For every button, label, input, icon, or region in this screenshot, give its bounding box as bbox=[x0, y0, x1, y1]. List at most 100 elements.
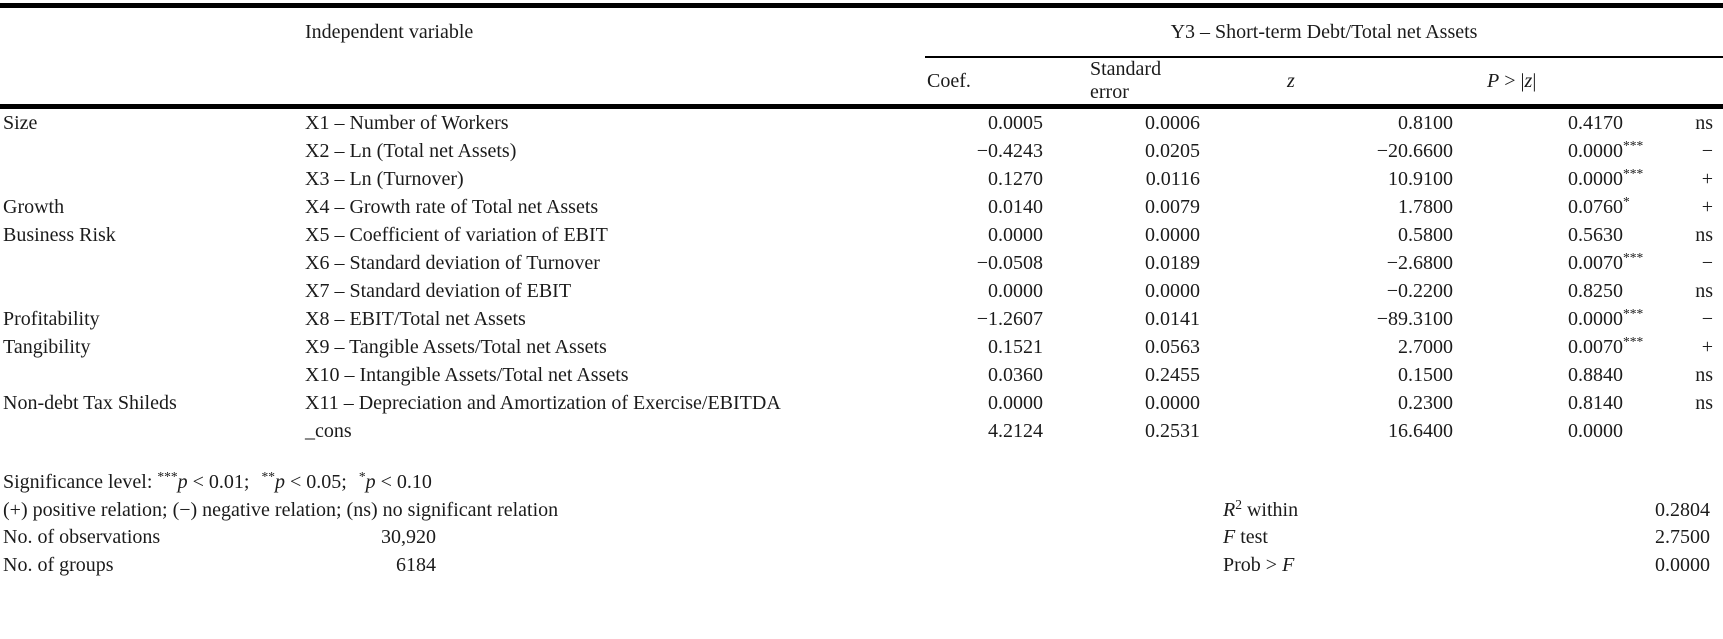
variable-cell: X9 – Tangible Assets/Total net Assets bbox=[305, 336, 607, 358]
variable-cell: _cons bbox=[305, 420, 352, 442]
standard-error-cell: 0.0205 bbox=[1145, 140, 1200, 162]
f-test-value: 2.7500 bbox=[1655, 526, 1710, 548]
z-cell: 0.5800 bbox=[1398, 224, 1453, 246]
relation-sign-cell: ns bbox=[1695, 280, 1714, 302]
table-row: X6 – Standard deviation of Turnover −0.0… bbox=[0, 249, 1723, 277]
prob-f-label: Prob > F bbox=[1223, 553, 1295, 576]
relation-sign-cell: + bbox=[1701, 336, 1714, 358]
coef-cell: 4.2124 bbox=[988, 420, 1043, 442]
variable-cell: X10 – Intangible Assets/Total net Assets bbox=[305, 364, 629, 386]
significance-note: Significance level: ***p < 0.01; **p < 0… bbox=[3, 469, 432, 493]
relation-sign-cell: + bbox=[1701, 168, 1714, 190]
independent-variable-header: Independent variable bbox=[305, 21, 474, 43]
p-value-column-header: P > |z| bbox=[1455, 57, 1625, 109]
z-cell: 1.7800 bbox=[1398, 196, 1453, 218]
category-cell bbox=[0, 137, 305, 165]
table-row: X10 – Intangible Assets/Total net Assets… bbox=[0, 361, 1723, 389]
standard-error-cell: 0.0000 bbox=[1145, 224, 1200, 246]
observations-label: No. of observations bbox=[3, 526, 161, 548]
z-cell: 10.9100 bbox=[1388, 168, 1453, 190]
standard-error-cell: 0.2531 bbox=[1145, 420, 1200, 442]
empty-cell bbox=[0, 57, 305, 109]
standard-error-cell: 0.0563 bbox=[1145, 336, 1200, 358]
spacer bbox=[436, 552, 1223, 580]
coef-cell: 0.0000 bbox=[988, 392, 1043, 414]
variable-cell: X11 – Depreciation and Amortization of E… bbox=[305, 392, 781, 414]
variable-cell: X6 – Standard deviation of Turnover bbox=[305, 252, 600, 274]
table-row: Profitability X8 – EBIT/Total net Assets… bbox=[0, 305, 1723, 333]
groups-value: 6184 bbox=[396, 553, 436, 576]
category-cell: Business Risk bbox=[3, 224, 116, 246]
relation-sign-cell: ns bbox=[1695, 364, 1714, 386]
category-cell bbox=[0, 361, 305, 389]
p-value-cell: 0.0000*** bbox=[1568, 306, 1644, 330]
category-cell bbox=[0, 417, 305, 445]
table-body: Size X1 – Number of Workers 0.0005 0.000… bbox=[0, 107, 1723, 446]
z-cell: −0.2200 bbox=[1386, 280, 1453, 302]
empty-cell bbox=[1625, 57, 1723, 109]
standard-error-cell: 0.0141 bbox=[1145, 308, 1200, 330]
p-value-cell: 0.0070*** bbox=[1568, 250, 1644, 274]
r-squared-label: R2 within bbox=[1223, 496, 1299, 521]
table-row: X7 – Standard deviation of EBIT 0.0000 0… bbox=[0, 277, 1723, 305]
category-cell: Profitability bbox=[3, 308, 100, 330]
variable-cell: X1 – Number of Workers bbox=[305, 112, 509, 134]
regression-results-table: Independent variable Y3 – Short-term Deb… bbox=[0, 3, 1723, 445]
p-value-cell: 0.0070*** bbox=[1568, 334, 1644, 358]
variable-cell: X7 – Standard deviation of EBIT bbox=[305, 280, 572, 302]
category-cell: Size bbox=[3, 112, 38, 134]
groups-label: No. of groups bbox=[3, 553, 114, 576]
coef-cell: 0.1521 bbox=[988, 336, 1043, 358]
coef-cell: 0.0000 bbox=[988, 224, 1043, 246]
z-cell: −2.6800 bbox=[1386, 252, 1453, 274]
table-row: Business Risk X5 – Coefficient of variat… bbox=[0, 221, 1723, 249]
dependent-variable-header: Y3 – Short-term Debt/Total net Assets bbox=[925, 5, 1723, 58]
z-cell: 0.1500 bbox=[1398, 364, 1453, 386]
p-value-cell: 0.0760* bbox=[1568, 194, 1630, 218]
f-test-label: F test bbox=[1223, 526, 1268, 548]
p-value-cell: 0.0000*** bbox=[1568, 166, 1644, 190]
spacer bbox=[436, 524, 1223, 552]
z-cell: −89.3100 bbox=[1376, 308, 1453, 330]
p-value-cell: 0.8840 bbox=[1568, 364, 1623, 386]
variable-cell: X2 – Ln (Total net Assets) bbox=[305, 140, 517, 162]
variable-cell: X3 – Ln (Turnover) bbox=[305, 168, 464, 190]
p-value-cell: 0.0000*** bbox=[1568, 138, 1644, 162]
coef-cell: 0.0000 bbox=[988, 280, 1043, 302]
empty-cell bbox=[305, 57, 925, 109]
standard-error-cell: 0.0189 bbox=[1145, 252, 1200, 274]
prob-f-value: 0.0000 bbox=[1655, 553, 1710, 576]
p-value-cell: 0.8140 bbox=[1568, 392, 1623, 414]
table-row: Growth X4 – Growth rate of Total net Ass… bbox=[0, 193, 1723, 221]
p-value-cell: 0.8250 bbox=[1568, 280, 1623, 302]
coef-cell: −0.0508 bbox=[976, 252, 1043, 274]
table-row: Tangibility X9 – Tangible Assets/Total n… bbox=[0, 333, 1723, 361]
table-row: X3 – Ln (Turnover) 0.1270 0.0116 10.9100… bbox=[0, 165, 1723, 193]
standard-error-cell: 0.0079 bbox=[1145, 196, 1200, 218]
significance-level-2: **p < 0.05; bbox=[261, 469, 347, 493]
relations-note-row: (+) positive relation; (−) negative rela… bbox=[3, 497, 1723, 525]
coef-cell: −0.4243 bbox=[976, 140, 1043, 162]
z-cell: 0.8100 bbox=[1398, 112, 1453, 134]
p-value-cell: 0.0000 bbox=[1568, 420, 1623, 442]
coef-cell: 0.1270 bbox=[988, 168, 1043, 190]
category-cell bbox=[0, 165, 305, 193]
variable-cell: X4 – Growth rate of Total net Assets bbox=[305, 196, 599, 218]
relation-sign-cell: ns bbox=[1695, 224, 1714, 246]
standard-error-cell: 0.0116 bbox=[1145, 168, 1200, 190]
r-squared-value: 0.2804 bbox=[1655, 498, 1710, 521]
variable-cell: X5 – Coefficient of variation of EBIT bbox=[305, 224, 608, 246]
regression-results-table-page: Independent variable Y3 – Short-term Deb… bbox=[0, 3, 1723, 579]
group-header-row: Independent variable Y3 – Short-term Deb… bbox=[0, 5, 1723, 58]
coef-column-header: Coef. bbox=[925, 57, 1045, 109]
table-notes: Significance level: ***p < 0.01; **p < 0… bbox=[0, 469, 1723, 579]
relation-sign-cell: ns bbox=[1695, 392, 1714, 414]
relation-sign-cell: − bbox=[1701, 140, 1714, 162]
z-cell: 2.7000 bbox=[1398, 336, 1453, 358]
empty-cell bbox=[0, 6, 305, 58]
category-cell bbox=[0, 277, 305, 305]
observations-row: No. of observations 30,920 F test 2.7500 bbox=[3, 524, 1723, 552]
significance-note-row: Significance level: ***p < 0.01; **p < 0… bbox=[3, 469, 1723, 497]
z-cell: 0.2300 bbox=[1398, 392, 1453, 414]
coef-cell: 0.0360 bbox=[988, 364, 1043, 386]
